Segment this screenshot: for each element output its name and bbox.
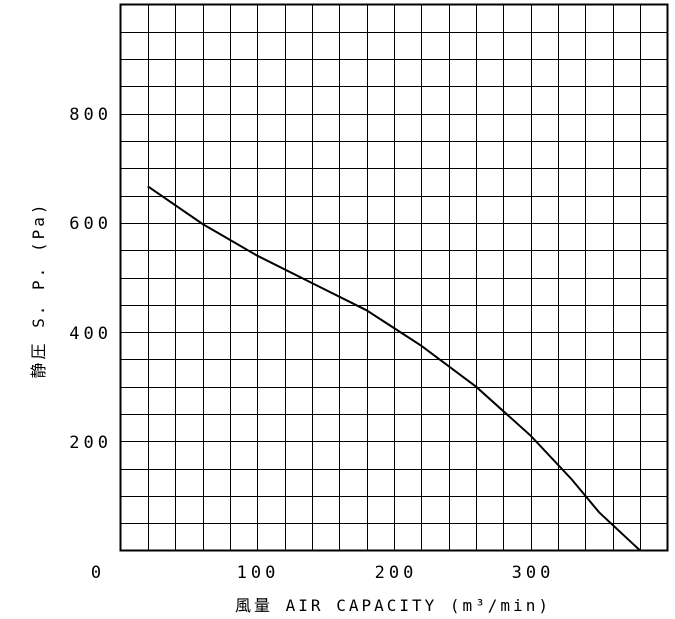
grid (120, 4, 668, 551)
x-tick-label-200: 200 (375, 563, 418, 583)
y-tick-label-400: 400 (69, 324, 112, 344)
plot-frame (119, 3, 669, 552)
y-tick-label-800: 800 (69, 105, 112, 125)
y-axis-title: 静圧 S. P. (Pa) (29, 202, 48, 379)
y-tick-label-600: 600 (69, 214, 112, 234)
x-tick-label-300: 300 (512, 563, 555, 583)
x-axis-title: 風量 AIR CAPACITY (m³/min) (235, 596, 551, 615)
x-tick-label-100: 100 (237, 563, 280, 583)
x-tick-label-0: 0 (91, 563, 105, 583)
series-line (147, 185, 641, 552)
y-tick-label-200: 200 (69, 433, 112, 453)
